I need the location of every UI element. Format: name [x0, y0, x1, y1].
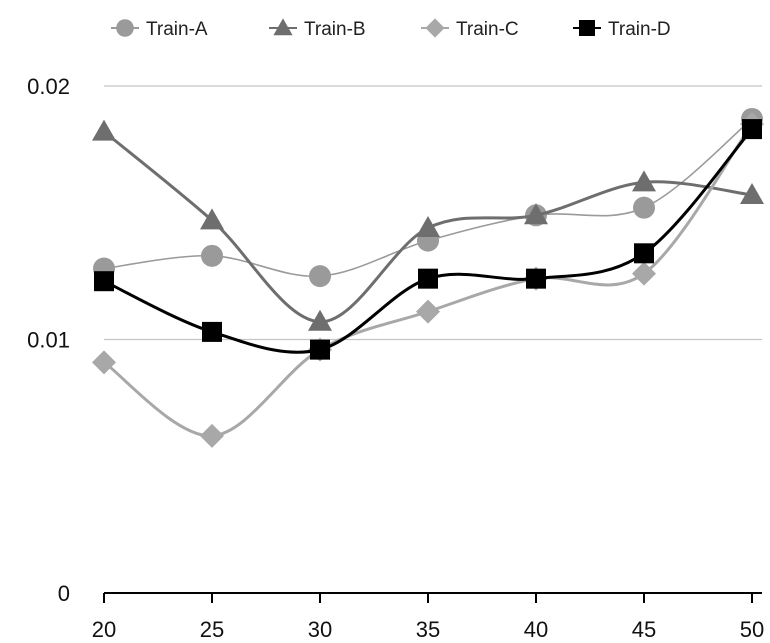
- legend-item-train-b: Train-B: [269, 18, 366, 40]
- y-tick-label: 0.02: [27, 74, 70, 99]
- y-tick-label: 0.01: [27, 328, 70, 353]
- series-group: [92, 108, 764, 448]
- legend-item-train-a: Train-A: [111, 19, 208, 40]
- circle-point: [633, 197, 655, 219]
- legend-item-train-d: Train-D: [573, 19, 671, 40]
- square-legend-marker: [579, 20, 595, 36]
- diamond-point: [416, 300, 440, 324]
- series-train-b: [92, 120, 764, 331]
- circle-point: [201, 245, 223, 267]
- x-tick-label: 40: [524, 617, 548, 642]
- square-point: [742, 119, 762, 139]
- series-train-a: [93, 108, 763, 287]
- triangle-point: [416, 216, 440, 237]
- circle-point: [309, 265, 331, 287]
- x-tick-label: 20: [92, 617, 116, 642]
- square-point: [202, 322, 222, 342]
- square-point: [94, 271, 114, 291]
- x-tick-label: 50: [740, 617, 764, 642]
- square-point: [526, 269, 546, 289]
- legend-label: Train-C: [456, 19, 519, 40]
- legend: Train-A Train-B Train-C Train-D: [111, 18, 671, 40]
- square-point: [310, 340, 330, 360]
- circle-legend-marker: [116, 19, 134, 37]
- y-tick-label: 0: [58, 581, 70, 606]
- x-tick-label: 45: [632, 617, 656, 642]
- legend-item-train-c: Train-C: [421, 18, 519, 40]
- legend-label: Train-A: [146, 19, 208, 40]
- diamond-legend-marker: [425, 18, 444, 37]
- x-tick-label: 25: [200, 617, 224, 642]
- series-line: [104, 119, 752, 276]
- x-tick-label: 35: [416, 617, 440, 642]
- square-point: [634, 243, 654, 263]
- x-tick-label: 30: [308, 617, 332, 642]
- legend-label: Train-B: [304, 19, 366, 40]
- diamond-point: [200, 424, 224, 448]
- triangle-legend-marker: [273, 18, 292, 35]
- square-point: [418, 269, 438, 289]
- triangle-point: [92, 120, 116, 141]
- legend-label: Train-D: [608, 19, 671, 40]
